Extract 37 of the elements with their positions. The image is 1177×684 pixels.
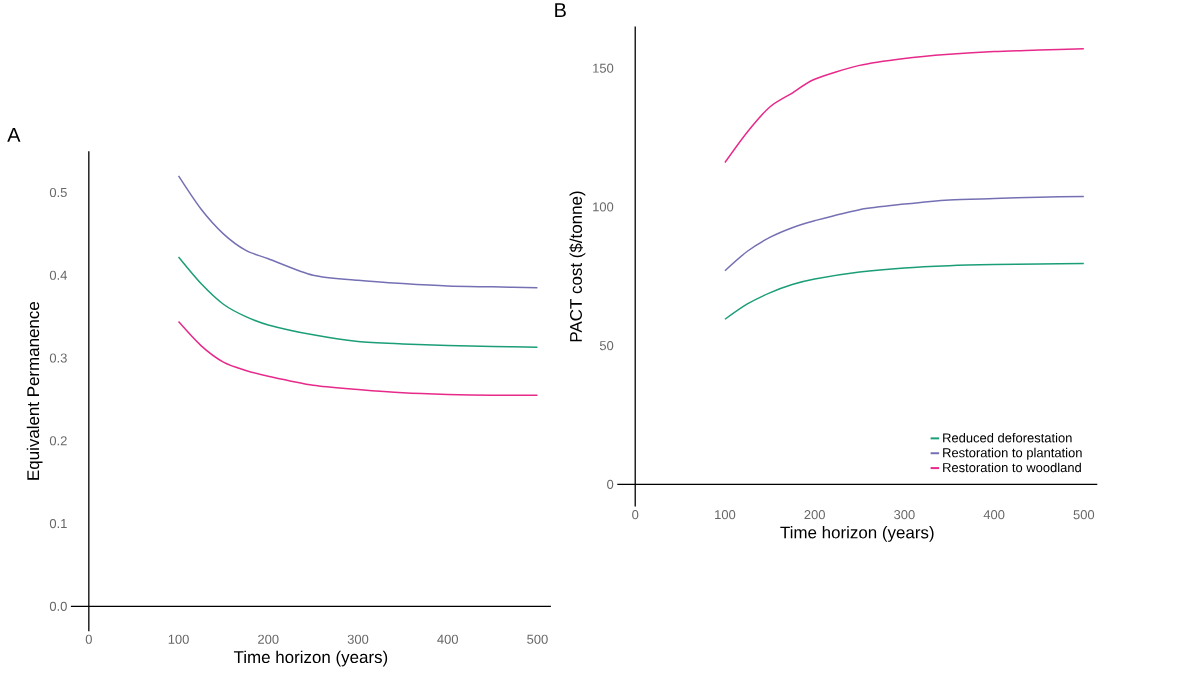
y-axis-title: PACT cost ($/tonne) [569, 191, 586, 342]
x-tick-label: 500 [1073, 509, 1095, 520]
y-tick-label: 0.0 [49, 601, 67, 611]
line-series [724, 262, 1085, 320]
line-series [177, 320, 539, 397]
x-tick-label: 200 [804, 509, 825, 520]
x-tick-label: 400 [983, 509, 1005, 520]
y-axis-title: Equivalent Permanence [26, 301, 43, 480]
y-tick-label: 0.2 [49, 436, 67, 446]
y-tick-label: 100 [593, 202, 614, 212]
y-tick-label: 0 [607, 479, 614, 489]
y-tick-label: 50 [599, 340, 614, 351]
y-tick-label: 150 [593, 63, 614, 73]
x-tick-label: 500 [527, 634, 548, 644]
legend-label: Reduced deforestation [943, 432, 1072, 443]
x-tick-label: 300 [894, 509, 915, 520]
x-tick-label: 100 [168, 634, 189, 644]
line-series [177, 175, 539, 289]
x-tick-label: 0 [632, 509, 639, 520]
x-axis-title: Time horizon (years) [780, 526, 934, 542]
y-tick-label: 0.5 [49, 187, 67, 198]
y-tick-label: 0.4 [49, 270, 67, 280]
x-tick-label: 100 [715, 509, 736, 520]
x-axis-title: Time horizon (years) [233, 650, 388, 667]
x-tick-label: 400 [437, 634, 459, 644]
y-tick-label: 0.3 [49, 353, 67, 363]
legend-label: Restoration to woodland [943, 462, 1081, 473]
line-series [177, 256, 539, 348]
chart-title: B [555, 3, 566, 17]
legend-label: Restoration to plantation [943, 447, 1082, 460]
chart-title: A [7, 127, 21, 142]
x-tick-label: 200 [258, 634, 279, 644]
x-tick-label: 0 [85, 634, 92, 644]
line-series [724, 195, 1085, 272]
line-series [724, 47, 1085, 164]
x-tick-label: 300 [347, 634, 369, 644]
y-tick-label: 0.1 [49, 518, 67, 529]
